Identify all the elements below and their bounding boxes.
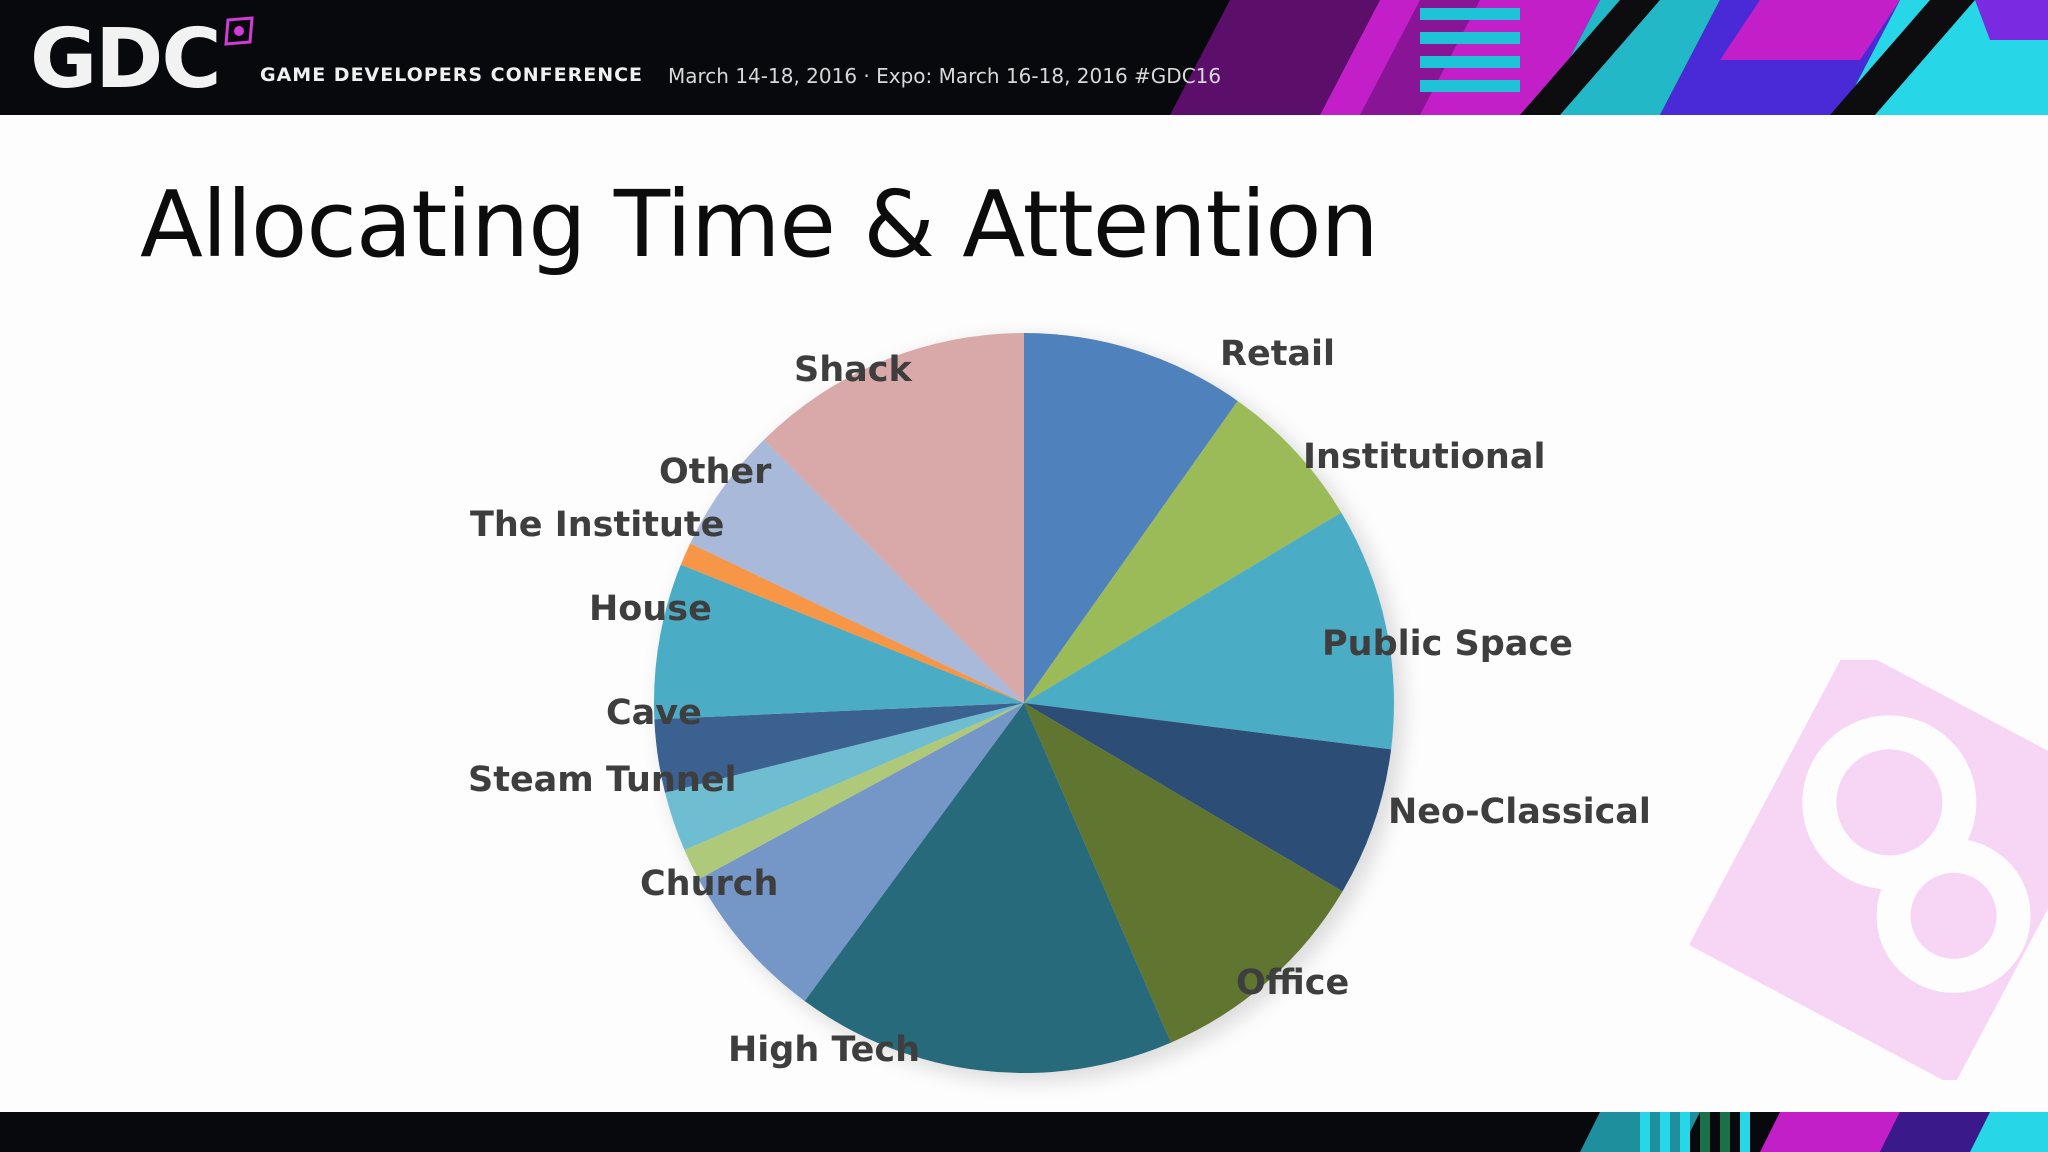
slice-label-the-institute: The Institute [470,505,724,545]
pie-slice-shack [764,333,1024,703]
slide-title: Allocating Time & Attention [140,171,1379,278]
gdc-logo-mark-icon [224,16,254,46]
pie-slice-unlabeled-7 [684,703,1024,880]
pie-slice-other [690,439,1024,703]
slice-label-house: House [589,589,712,629]
slice-label-other: Other [659,452,772,492]
pie-slice-neo-classical [1024,703,1392,892]
slice-label-neo-classical: Neo-Classical [1388,792,1651,832]
gdc-30-watermark-icon [1690,660,2048,1080]
conference-header-banner: GDC GAME DEVELOPERS CONFERENCE March 14-… [0,0,2048,115]
pie-slice-public-space [1024,512,1395,750]
conference-name: GAME DEVELOPERS CONFERENCE [260,64,644,86]
pie-slice-steam-tunnel [665,703,1024,850]
gdc-logo: GDC [30,12,222,107]
pie-slice-church [698,703,1024,1001]
pie-slice-office [1024,703,1343,1043]
slice-label-shack: Shack [794,350,912,390]
pie-slice-house [654,564,1024,720]
pie-slice-retail [1024,333,1238,703]
pie-slice-cave [654,703,1024,793]
slice-label-steam-tunnel: Steam Tunnel [468,760,736,800]
pie-slice-the-institute [680,543,1024,703]
slice-label-high-tech: High Tech [728,1030,920,1070]
conference-dates: March 14-18, 2016 · Expo: March 16-18, 2… [668,64,1222,88]
pie-slice-institutional [1024,400,1342,703]
footer-decoration [1580,1112,2048,1152]
slice-label-public-space: Public Space [1322,624,1573,664]
slice-label-retail: Retail [1220,334,1335,374]
slice-label-office: Office [1236,963,1349,1003]
footer-banner [0,1112,2048,1152]
slice-label-cave: Cave [606,693,702,733]
pie-slice-high-tech [804,703,1171,1073]
slice-label-institutional: Institutional [1303,437,1545,477]
slice-label-church: Church [640,864,778,904]
header-decoration [1170,0,2048,115]
